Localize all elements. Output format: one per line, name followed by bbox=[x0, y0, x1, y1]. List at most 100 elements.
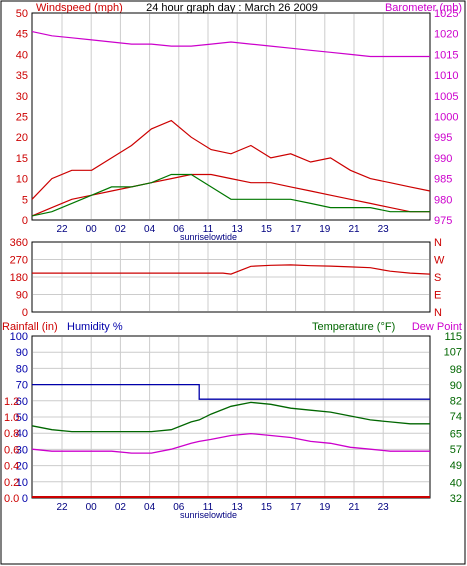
baro-y-tick: 1010 bbox=[434, 70, 458, 82]
compass-tick: W bbox=[434, 255, 445, 267]
wind-panel bbox=[31, 12, 431, 221]
baro-y-tick: 995 bbox=[434, 132, 452, 144]
baro-line bbox=[31, 31, 430, 58]
x-tick-top: 22 bbox=[56, 224, 68, 235]
x-tick-bottom: 13 bbox=[232, 502, 244, 513]
baro-y-tick: 1015 bbox=[434, 49, 458, 61]
sunrise-label-top: sunrise bbox=[180, 232, 209, 242]
humidity-y-tick: 0 bbox=[22, 493, 28, 505]
temperature-axis-label: Temperature (°F) bbox=[312, 321, 395, 333]
x-tick-top: 06 bbox=[173, 224, 185, 235]
x-tick-bottom: 06 bbox=[173, 502, 185, 513]
rain-y-tick: 1.2 bbox=[4, 396, 19, 408]
direction-series bbox=[32, 264, 431, 275]
temperature-series bbox=[31, 383, 430, 498]
rain-y-tick: 0.0 bbox=[4, 493, 19, 505]
dew-point-axis-label: Dew Point bbox=[412, 321, 462, 333]
wind-direction-line bbox=[32, 264, 431, 275]
x-tick-bottom: 22 bbox=[56, 502, 68, 513]
x-tick-top: 15 bbox=[261, 224, 273, 235]
temp-y-tick: 65 bbox=[450, 429, 462, 441]
rain-y-tick: 1.0 bbox=[4, 412, 19, 424]
x-tick-bottom: 17 bbox=[290, 502, 302, 513]
wind-y-tick: 45 bbox=[16, 29, 28, 41]
x-tick-bottom: 11 bbox=[203, 502, 214, 513]
compass-tick: N bbox=[434, 237, 442, 249]
baro-y-tick: 990 bbox=[434, 153, 452, 165]
temp-y-tick: 57 bbox=[450, 444, 462, 456]
direction-y-tick: 270 bbox=[10, 255, 28, 267]
x-tick-top: 23 bbox=[378, 224, 390, 235]
wind-y-tick: 5 bbox=[22, 194, 28, 206]
temp-y-tick: 107 bbox=[444, 347, 462, 359]
humidity-axis-label: Humidity % bbox=[67, 321, 123, 333]
humidity-y-tick: 60 bbox=[16, 396, 28, 408]
rainfall-axis-label: Rainfall (in) bbox=[2, 321, 58, 333]
gust-line bbox=[31, 119, 431, 200]
wind-grid bbox=[61, 14, 384, 219]
sunrise-label-bottom: sunrise bbox=[180, 510, 209, 520]
lowtide-label-bottom: lowtide bbox=[209, 510, 237, 520]
baro-y-tick: 980 bbox=[434, 194, 452, 206]
windspeed-axis-label: Windspeed (mph) bbox=[36, 2, 123, 14]
temp-y-tick: 98 bbox=[450, 364, 462, 376]
temp-y-tick: 82 bbox=[450, 395, 462, 407]
x-tick-bottom: 02 bbox=[115, 502, 127, 513]
baro-y-tick: 1000 bbox=[434, 112, 458, 124]
temp-y-tick: 90 bbox=[450, 380, 462, 392]
wind-y-tick: 10 bbox=[16, 174, 28, 186]
lowtide-label-top: lowtide bbox=[209, 232, 237, 242]
humidity-y-tick: 10 bbox=[16, 477, 28, 489]
wind-y-tick: 35 bbox=[16, 70, 28, 82]
barometer-axis-label: Barometer (mb) bbox=[385, 2, 462, 14]
rain-y-tick: 0.2 bbox=[4, 477, 19, 489]
wind-y-tick: 25 bbox=[16, 112, 28, 124]
baro-y-tick: 975 bbox=[434, 215, 452, 227]
temp-y-tick: 115 bbox=[444, 331, 462, 343]
wind-y-tick: 20 bbox=[16, 132, 28, 144]
wind-series bbox=[31, 31, 431, 217]
humidity-y-tick: 70 bbox=[16, 380, 28, 392]
direction-grid bbox=[33, 243, 429, 311]
x-tick-top: 00 bbox=[86, 224, 98, 235]
avg-line bbox=[31, 173, 430, 217]
temp-line bbox=[31, 401, 430, 433]
x-tick-bottom: 04 bbox=[144, 502, 156, 513]
wind-y-tick: 50 bbox=[16, 8, 28, 20]
humidity-y-tick: 100 bbox=[10, 331, 28, 343]
x-tick-bottom: 21 bbox=[348, 502, 360, 513]
compass-tick: N bbox=[434, 307, 442, 319]
direction-y-tick: 180 bbox=[10, 272, 28, 284]
wind-y-tick: 40 bbox=[16, 49, 28, 61]
x-tick-bottom: 23 bbox=[378, 502, 390, 513]
baro-y-tick: 1020 bbox=[434, 29, 458, 41]
direction-y-tick: 360 bbox=[10, 237, 28, 249]
humidity-y-tick: 80 bbox=[16, 363, 28, 375]
humidity-line bbox=[32, 383, 430, 400]
rain-y-tick: 0.6 bbox=[4, 444, 19, 456]
humidity-y-tick: 40 bbox=[16, 428, 28, 440]
x-tick-bottom: 19 bbox=[319, 502, 331, 513]
humidity-y-tick: 20 bbox=[16, 461, 28, 473]
wind-y-tick: 0 bbox=[22, 215, 28, 227]
baro-y-tick: 985 bbox=[434, 174, 452, 186]
wind-y-tick: 15 bbox=[16, 153, 28, 165]
x-tick-bottom: 00 bbox=[86, 502, 98, 513]
x-tick-top: 04 bbox=[144, 224, 156, 235]
humidity-y-tick: 30 bbox=[16, 444, 28, 456]
x-tick-top: 11 bbox=[203, 224, 214, 235]
baro-y-tick: 1005 bbox=[434, 91, 458, 103]
tick-labels: 2222000002020404060611111313151517171919… bbox=[4, 8, 462, 513]
temp-y-tick: 40 bbox=[450, 477, 462, 489]
baro-y-tick: 1025 bbox=[434, 8, 458, 20]
chart-title: 24 hour graph day : March 26 2009 bbox=[146, 2, 318, 14]
humidity-y-tick: 50 bbox=[16, 412, 28, 424]
x-tick-top: 17 bbox=[290, 224, 302, 235]
temp-y-tick: 49 bbox=[450, 460, 462, 472]
x-tick-top: 02 bbox=[115, 224, 127, 235]
wind-line bbox=[31, 173, 430, 217]
rain-y-tick: 0.8 bbox=[4, 428, 19, 440]
wind-y-tick: 30 bbox=[16, 91, 28, 103]
